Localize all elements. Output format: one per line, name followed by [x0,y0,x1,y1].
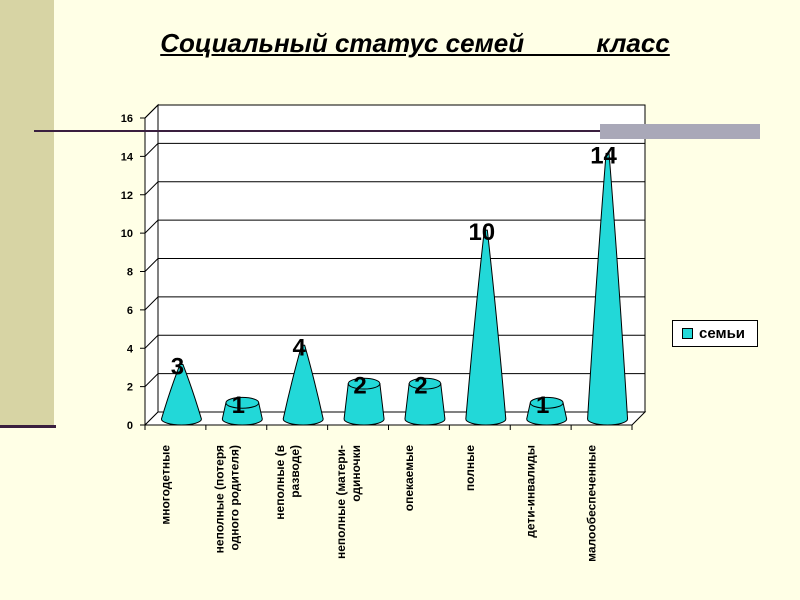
category-label: дети-инвалиды [524,445,538,538]
category-label-line: неполные (матери- [334,445,348,559]
y-tick-label: 14 [121,151,134,163]
category-label-line: неполные (потеря [212,445,226,553]
y-tick-label: 10 [121,228,133,240]
data-label: 10 [468,219,495,246]
bar [404,377,446,426]
category-labels: многодетные неполные (потеряодного родите… [158,445,598,562]
bar-top [529,396,564,409]
bar [160,363,202,426]
data-label: 3 [171,353,184,380]
bar-cone-body [160,363,202,426]
bar-top [408,377,442,390]
category-label-line: опекаемые [402,445,416,512]
floor [143,411,647,426]
data-label: 1 [232,392,245,419]
data-label: 14 [590,142,617,169]
decorative-bar [600,124,760,139]
gridline [144,181,645,196]
category-label: неполные (матери-одиночки [334,445,363,559]
bar [221,396,263,426]
data-label: 1 [536,392,549,419]
category-label: полные [463,445,477,491]
data-label: 4 [293,334,307,361]
data-label: 2 [414,373,427,400]
category-label-line: малообеспеченные [585,445,599,562]
chart-title: Социальный статус семей ____ класс [160,28,670,58]
y-tick-label: 8 [127,267,133,279]
bar [587,152,629,426]
bar [526,396,568,426]
bar-body [526,402,568,426]
decorative-band-underline [0,425,56,428]
y-tick-label: 12 [121,190,133,202]
bar-top [347,377,381,390]
bar-body [404,383,446,426]
bar-cone-body [465,229,507,426]
bar [343,377,385,426]
plot-walls [143,103,647,427]
gridline [144,142,645,157]
category-label: многодетные [158,445,172,525]
category-label-line: дети-инвалиды [524,445,538,538]
category-label: малообеспеченные [585,445,599,562]
decorative-band [0,0,54,425]
bar-cone-body [282,344,324,426]
category-label-line: одиночки [349,445,363,502]
legend: семьи [672,320,758,347]
data-label: 2 [353,373,366,400]
y-tick-label: 4 [127,343,134,355]
category-label-line: многодетные [158,445,172,525]
legend-swatch [682,328,693,339]
decorative-rule [34,130,760,132]
bar-body [221,402,263,426]
bar [465,229,507,426]
category-label: опекаемые [402,445,416,512]
bar-body [343,383,385,426]
bar-cone-body [587,152,629,426]
category-label: неполные (потеряодного родителя) [212,445,241,553]
bars [160,152,629,426]
category-label-line: неполные (в [273,445,287,520]
y-tick-label: 2 [127,382,133,394]
y-tick-label: 16 [121,113,133,125]
bar-top [225,396,260,409]
bar [282,344,324,426]
category-label-line: разводе) [288,445,302,498]
category-label-line: одного родителя) [227,445,241,551]
gridline [144,104,645,119]
gridline [144,219,645,234]
y-tick-label: 0 [127,420,133,432]
legend-label: семьи [699,325,746,342]
category-label: неполные (вразводе) [273,445,302,520]
y-tick-label: 6 [127,305,133,317]
category-label-line: полные [463,445,477,491]
